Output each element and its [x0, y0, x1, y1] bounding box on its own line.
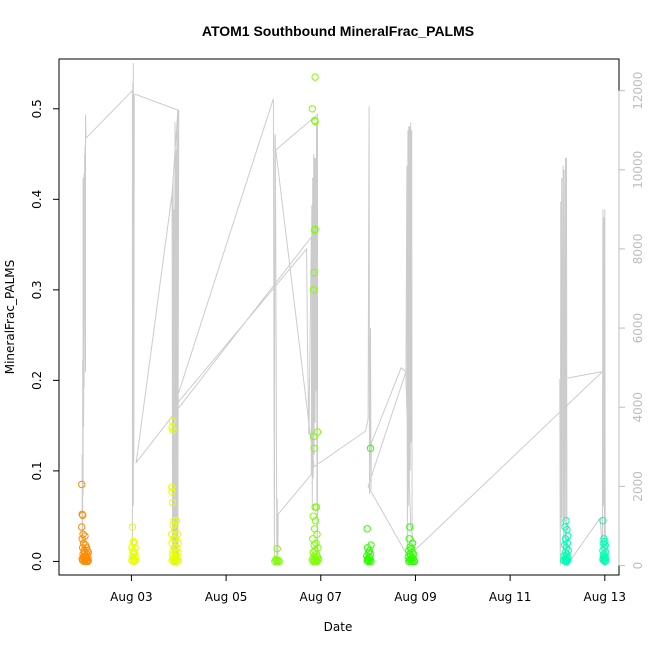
y2-tick-label: 4000	[631, 392, 645, 423]
data-point	[309, 535, 317, 543]
data-point	[563, 557, 571, 566]
data-point	[310, 268, 318, 277]
data-point	[79, 530, 87, 538]
data-point	[173, 530, 182, 538]
axes-layer: Aug 03 Aug 05 Aug 07 Aug 09 Aug 11 Aug 13 0.0 0…	[30, 72, 645, 604]
chart-title: ATOM1 Southbound MineralFrac_PALMS	[202, 23, 474, 39]
x-axis-label: Date	[324, 620, 353, 634]
x-tick-label: Aug 11	[489, 590, 532, 604]
data-point	[168, 530, 176, 538]
data-point	[273, 545, 281, 553]
y-tick-label: 0.5	[30, 99, 44, 118]
y2-tick-label: 10000	[631, 151, 645, 189]
x-tick-label: Aug 07	[300, 590, 343, 604]
data-point	[599, 517, 607, 525]
data-point	[310, 432, 318, 441]
data-point	[312, 503, 321, 511]
data-point	[174, 539, 183, 547]
altitude-series-line	[81, 62, 606, 568]
data-point	[410, 557, 419, 566]
data-point	[84, 557, 92, 566]
data-point	[81, 532, 89, 540]
x-tick-label: Aug 05	[205, 590, 248, 604]
data-point	[169, 521, 177, 529]
data-point	[311, 517, 320, 525]
data-point	[129, 555, 138, 563]
data-point	[405, 557, 413, 566]
data-point	[310, 286, 318, 294]
data-point	[365, 553, 373, 561]
data-point	[408, 557, 416, 566]
data-point	[310, 226, 319, 234]
data-point	[78, 523, 86, 531]
data-point	[363, 525, 371, 533]
data-point	[168, 498, 177, 507]
altitude-line-layer	[81, 62, 606, 568]
data-point	[309, 557, 317, 566]
y-axis-label: MineralFrac_PALMS	[3, 260, 17, 375]
data-point	[80, 548, 89, 557]
data-point	[308, 105, 316, 113]
data-point	[601, 557, 609, 566]
data-point	[365, 556, 374, 565]
y2-tick-label: 12000	[631, 72, 645, 110]
data-point	[600, 556, 608, 565]
data-point	[311, 73, 319, 81]
y2-tick-label: 6000	[631, 313, 645, 344]
y2-tick-label: 2000	[631, 471, 645, 502]
data-point	[309, 512, 317, 520]
x-tick-label: Aug 13	[584, 590, 627, 604]
data-point	[168, 488, 176, 496]
y2-tick-label: 0	[631, 562, 645, 570]
data-point	[275, 557, 283, 566]
data-point	[170, 557, 179, 566]
data-point	[313, 530, 321, 538]
data-point	[173, 557, 181, 566]
plot-frame	[58, 58, 620, 576]
data-point	[313, 428, 322, 436]
data-point	[168, 483, 176, 491]
data-point	[313, 557, 321, 566]
data-point	[128, 523, 137, 531]
y-tick-label: 0.4	[30, 190, 44, 209]
data-point	[130, 557, 138, 566]
data-point	[274, 556, 282, 565]
data-point	[80, 557, 89, 566]
data-point	[367, 557, 375, 566]
data-points-layer	[78, 73, 610, 566]
data-point	[130, 539, 139, 547]
data-point	[366, 444, 375, 452]
data-point	[174, 556, 183, 565]
data-point	[312, 539, 320, 547]
x-tick-label: Aug 03	[110, 590, 153, 604]
data-point	[406, 523, 414, 531]
data-point	[169, 426, 177, 434]
y-tick-label: 0.1	[30, 461, 44, 480]
data-point	[363, 556, 371, 565]
data-point	[79, 511, 87, 519]
data-point	[311, 117, 319, 126]
data-point	[131, 556, 139, 565]
data-point	[271, 557, 279, 566]
y-tick-label: 0.3	[30, 280, 44, 299]
data-point	[364, 557, 372, 566]
data-point	[78, 480, 86, 489]
y-tick-label: 0.2	[30, 371, 44, 390]
data-point	[170, 517, 178, 525]
x-tick-label: Aug 09	[394, 590, 437, 604]
data-point	[310, 444, 318, 452]
y2-tick-label: 8000	[631, 234, 645, 265]
data-point	[599, 539, 608, 547]
y-tick-label: 0.0	[30, 552, 44, 571]
